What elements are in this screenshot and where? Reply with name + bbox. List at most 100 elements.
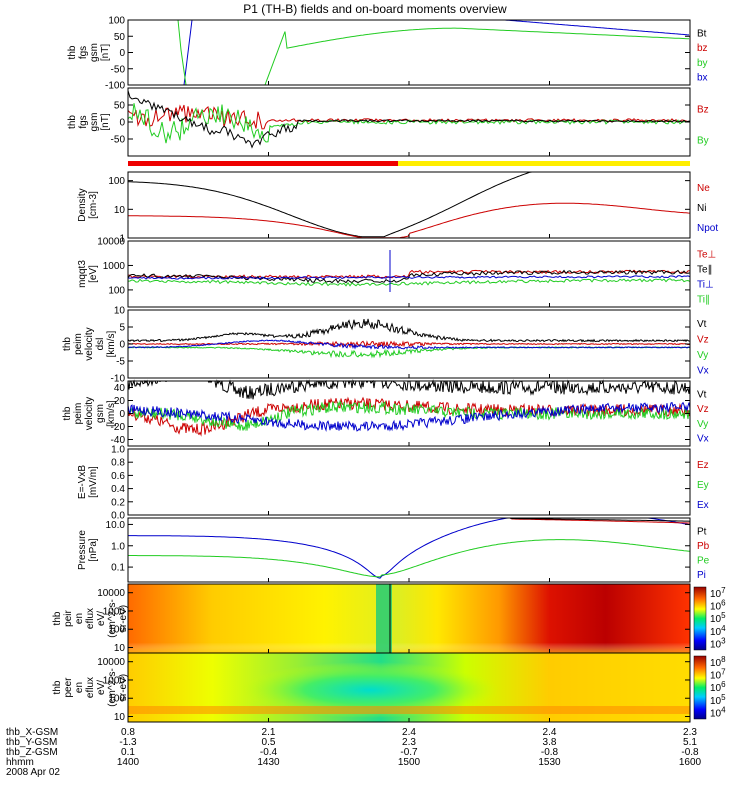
- ytick-label-fgs-zoom: 50: [114, 101, 126, 112]
- series-by-fgs: [264, 27, 690, 86]
- xaxis-row-label: thb_Y-GSM: [6, 737, 57, 748]
- legend-fgs-zoom-1: By: [697, 136, 709, 147]
- ytick-label-peer: 100: [108, 694, 125, 705]
- ytick-label-peer: 1000: [103, 675, 126, 686]
- xaxis-value: 0.8: [121, 727, 135, 738]
- series-ni: [127, 171, 690, 238]
- ylabel-peim-gsm: gsm: [95, 404, 106, 423]
- series-bt-zoom: [127, 90, 691, 149]
- series-ti-perp: [127, 275, 691, 280]
- xaxis-value: 0.5: [262, 737, 276, 748]
- ylabel-peer: eflux: [85, 677, 96, 698]
- legend-fgs-full-2: by: [697, 58, 708, 69]
- ylabel-fgs-zoom: gsm: [89, 113, 100, 132]
- ylabel-peim-dsl: [km/s]: [106, 330, 117, 357]
- xaxis-value: 2.1: [262, 727, 276, 738]
- xaxis-date: 2008 Apr 02: [6, 767, 60, 778]
- xaxis-row-label: hhmm: [6, 757, 34, 768]
- ylabel-pressure: [nPa]: [88, 538, 99, 562]
- series-vz-dsl: [127, 340, 691, 349]
- ytick-label-peim-dsl: 10: [114, 306, 126, 317]
- ylabel-peir: (cm^2-s-: [107, 599, 118, 638]
- ytick-label-temperature: 100: [108, 285, 125, 296]
- colorbar-label-peir: 104: [710, 624, 726, 638]
- ytick-label-peir: 10: [114, 643, 126, 654]
- legend-peim-gsm-1: Vz: [697, 404, 709, 415]
- ytick-label-peim-dsl: -10: [111, 374, 126, 385]
- xaxis-value: 0.1: [121, 747, 135, 758]
- ytick-label-peir: 10000: [97, 588, 125, 599]
- series-vy-dsl: [127, 346, 691, 359]
- ytick-label-fgs-full: 100: [108, 16, 125, 27]
- mode-bar-fast: [128, 161, 398, 166]
- ylabel-temperature: mqqt3: [77, 260, 88, 288]
- ylabel-fgs-zoom: fgs: [78, 115, 89, 128]
- colorbar-label-peir: 105: [710, 611, 726, 625]
- ytick-label-peir: 1000: [103, 606, 126, 617]
- xaxis-value: 1500: [398, 757, 421, 768]
- legend-pressure-1: Pb: [697, 541, 710, 552]
- ylabel-peer: thb: [52, 680, 63, 694]
- xaxis-value: 2.4: [543, 727, 557, 738]
- ytick-label-peim-gsm: 40: [114, 383, 126, 394]
- series-ne: [128, 202, 691, 239]
- series-bx-fgs-tail: [504, 19, 690, 36]
- ylabel-peer: eV/: [96, 680, 107, 695]
- ylabel-peir: en: [74, 613, 85, 624]
- series-vx-gsm: [127, 401, 691, 433]
- legend-fgs-zoom-0: Bz: [697, 105, 709, 116]
- mode-bar-slow: [398, 161, 690, 166]
- legend-fgs-full-1: bz: [697, 43, 708, 54]
- ytick-label-density: 100: [108, 176, 125, 187]
- spectrogram-peir-band: [376, 584, 392, 653]
- colorbar-label-peer: 105: [710, 693, 726, 707]
- ytick-label-peim-dsl: 0: [119, 340, 125, 351]
- xaxis-row-label: thb_Z-GSM: [6, 747, 58, 758]
- ylabel-peir: sr-eV): [118, 605, 129, 632]
- series-vz-gsm: [127, 396, 691, 437]
- legend-temperature-3: Ti∥: [697, 295, 710, 306]
- ylabel-peim-gsm: velocity: [84, 397, 95, 430]
- ylabel-peim-gsm: [km/s]: [106, 400, 117, 427]
- panel-frame-pressure: [127, 517, 691, 583]
- legend-temperature-1: Te∥: [697, 265, 713, 276]
- series-bx-fgs: [183, 19, 193, 86]
- xaxis-row-label: thb_X-GSM: [6, 727, 58, 738]
- ytick-label-peim-gsm: 20: [114, 396, 126, 407]
- ytick-label-peim-dsl: 5: [119, 323, 125, 334]
- xaxis-value: 2.4: [402, 727, 416, 738]
- xaxis-value: 1530: [538, 757, 561, 768]
- ytick-label-pressure: 10.0: [106, 520, 126, 531]
- series-bz-zoom: [127, 104, 691, 130]
- ytick-label-pressure: 1.0: [111, 541, 125, 552]
- legend-efield-0: Ez: [697, 460, 709, 471]
- ylabel-fgs-full: thb: [67, 45, 78, 59]
- colorbar-peer: [693, 655, 707, 720]
- ylabel-density: Density: [77, 188, 88, 221]
- ylabel-peim-dsl: velocity: [84, 327, 95, 360]
- ytick-label-fgs-full: -100: [105, 81, 125, 92]
- ylabel-peir: eflux: [85, 608, 96, 629]
- ytick-label-fgs-full: 50: [114, 32, 126, 43]
- ylabel-peer: peer: [63, 677, 74, 698]
- ylabel-peir: thb: [52, 611, 63, 625]
- panel-frame-efield: [127, 448, 691, 516]
- legend-density-2: Npot: [697, 223, 718, 234]
- legend-fgs-full-3: bx: [697, 73, 708, 84]
- xaxis-value: -1.3: [119, 737, 137, 748]
- xaxis-value: -0.4: [260, 747, 278, 758]
- ylabel-fgs-full: gsm: [89, 43, 100, 62]
- colorbar-peir: [693, 586, 707, 651]
- ylabel-peer: en: [74, 682, 85, 693]
- xaxis-value: 2.3: [683, 727, 697, 738]
- ylabel-peer: (cm^2-s-: [107, 668, 118, 707]
- ytick-label-efield: 0.8: [111, 458, 125, 469]
- legend-pressure-0: Pt: [697, 526, 707, 537]
- ylabel-fgs-zoom: [nT]: [100, 113, 111, 130]
- colorbar-label-peer: 108: [710, 655, 726, 669]
- spectrogram-peer-core: [240, 662, 500, 718]
- ylabel-temperature: [eV]: [88, 265, 99, 283]
- ytick-label-efield: 0.6: [111, 471, 125, 482]
- ytick-label-efield: 0.4: [111, 484, 125, 495]
- xaxis-value: 5.1: [683, 737, 697, 748]
